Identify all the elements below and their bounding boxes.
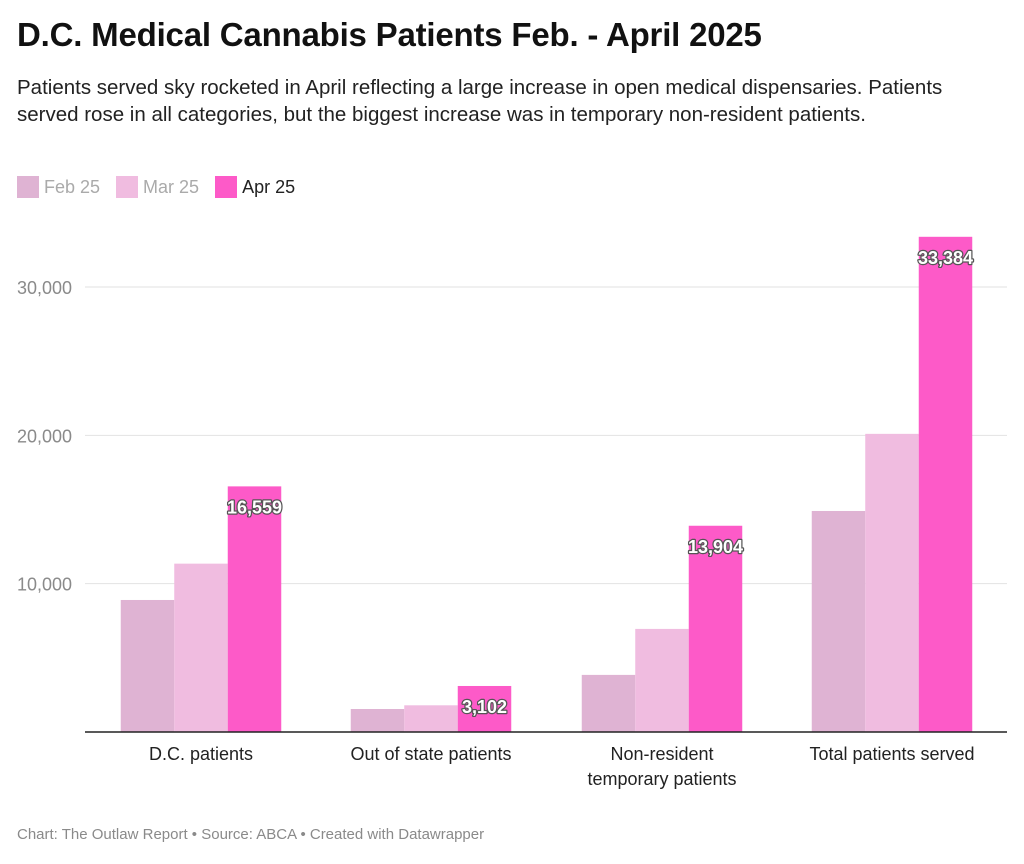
- bar-feb-25: [581, 674, 636, 732]
- legend-swatch-apr: [215, 176, 238, 198]
- y-tick-label: 20,000: [17, 426, 72, 446]
- x-tick-label: D.C. patients: [149, 744, 253, 764]
- y-tick-label: 10,000: [17, 575, 72, 595]
- legend-swatch-mar: [116, 176, 139, 198]
- data-label: 16,559: [227, 497, 282, 517]
- legend-swatch-feb: [17, 176, 39, 198]
- bar-mar-25: [635, 628, 689, 732]
- bar-mar-25: [404, 705, 458, 732]
- chart-title: D.C. Medical Cannabis Patients Feb. - Ap…: [17, 16, 762, 53]
- chart-footer: Chart: The Outlaw Report • Source: ABCA …: [17, 826, 485, 843]
- bar-feb-25: [811, 510, 866, 732]
- bar-mar-25: [174, 563, 228, 732]
- x-tick-label: Total patients served: [809, 744, 974, 764]
- bar-feb-25: [350, 709, 405, 732]
- bar-apr-25: [457, 685, 512, 732]
- data-label: 33,384: [918, 248, 973, 268]
- chart-subtitle: Patients served sky rocketed in April re…: [17, 76, 943, 126]
- legend-item-apr: Apr 25: [215, 176, 295, 198]
- legend-label-feb: Feb 25: [44, 176, 101, 197]
- y-tick-label: 30,000: [17, 278, 72, 298]
- legend-label-apr: Apr 25: [242, 176, 296, 197]
- legend-label-mar: Mar 25: [143, 176, 200, 197]
- x-tick-label: temporary patients: [587, 769, 736, 789]
- bar-apr-25: [688, 525, 743, 732]
- bar-feb-25: [120, 599, 175, 732]
- data-label: 3,102: [462, 697, 507, 717]
- bar-apr-25: [227, 486, 282, 732]
- bar-mar-25: [865, 433, 919, 732]
- legend: Feb 25 Mar 25 Apr 25: [17, 176, 295, 198]
- legend-item-feb: Feb 25: [17, 176, 100, 198]
- x-tick-label: Out of state patients: [350, 744, 511, 764]
- legend-item-mar: Mar 25: [116, 176, 199, 198]
- bar-apr-25: [918, 236, 973, 732]
- x-tick-label: Non-resident: [610, 744, 713, 764]
- data-label: 13,904: [688, 537, 743, 557]
